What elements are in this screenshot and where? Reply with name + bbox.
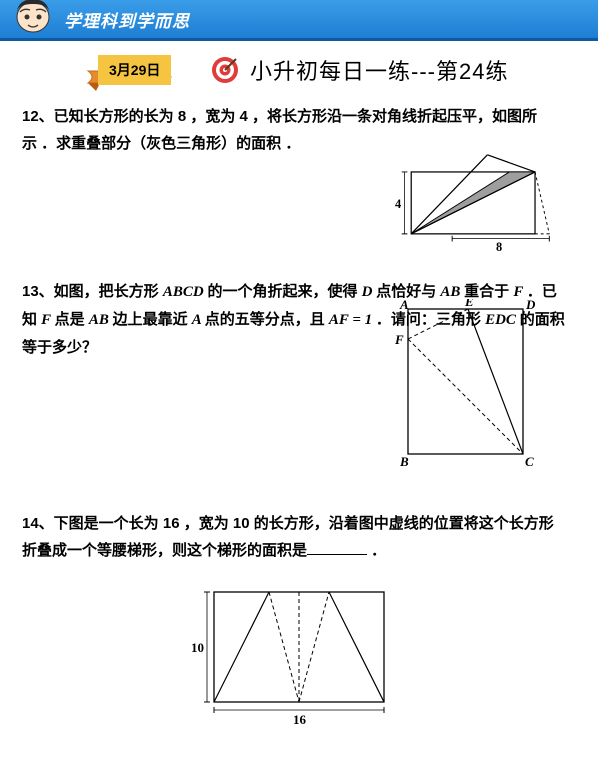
page-title: 小升初每日一练---第24练 [250, 54, 508, 86]
lbl-16: 16 [293, 712, 307, 727]
lbl-E: E [464, 299, 474, 309]
lbl-B: B [399, 454, 409, 469]
lbl-A: A [399, 299, 409, 312]
question-14: 14、下图是一个长为 16 ，宽为 10 的长方形，沿着图中虚线的位置将这个长方… [22, 510, 576, 741]
date-label: 3月29日 [98, 55, 171, 85]
date-arrow: 3月29日 [100, 53, 200, 87]
q14-figure: 10 16 [22, 582, 576, 741]
content: 12、已知长方形的长为 8 ，宽为 4 ，将长方形沿一条对角线折起压平，如图所 … [0, 103, 598, 779]
lbl-10: 10 [191, 640, 204, 655]
top-banner: 学理科到学而思 [0, 0, 598, 41]
lbl-4: 4 [395, 197, 401, 211]
lbl-F: F [394, 332, 404, 347]
target-icon [210, 55, 240, 85]
mascot-icon [10, 0, 56, 40]
q12-figure: 8 4 [22, 151, 568, 260]
q12-line1: 12、已知长方形的长为 8 ，宽为 4 ，将长方形沿一条对角线折起压平，如图所 [22, 103, 576, 130]
question-13: 13、如图，把长方形 ABCD 的一个角折起来，使得 D 点恰好与 AB 重合于… [22, 278, 576, 486]
question-12: 12、已知长方形的长为 8 ，宽为 4 ，将长方形沿一条对角线折起压平，如图所 … [22, 103, 576, 260]
lbl-C: C [525, 454, 534, 469]
date-title-row: 3月29日 小升初每日一练---第24练 [100, 53, 598, 87]
lbl-D: D [525, 299, 536, 312]
banner-text: 学理科到学而思 [64, 7, 190, 32]
q14-line2: 折叠成一个等腰梯形，则这个梯形的面积是 ． [22, 537, 576, 564]
lbl-8: 8 [496, 240, 502, 251]
q14-line1: 14、下图是一个长为 16 ，宽为 10 的长方形，沿着图中虚线的位置将这个长方… [22, 510, 576, 537]
blank-field [307, 540, 367, 555]
